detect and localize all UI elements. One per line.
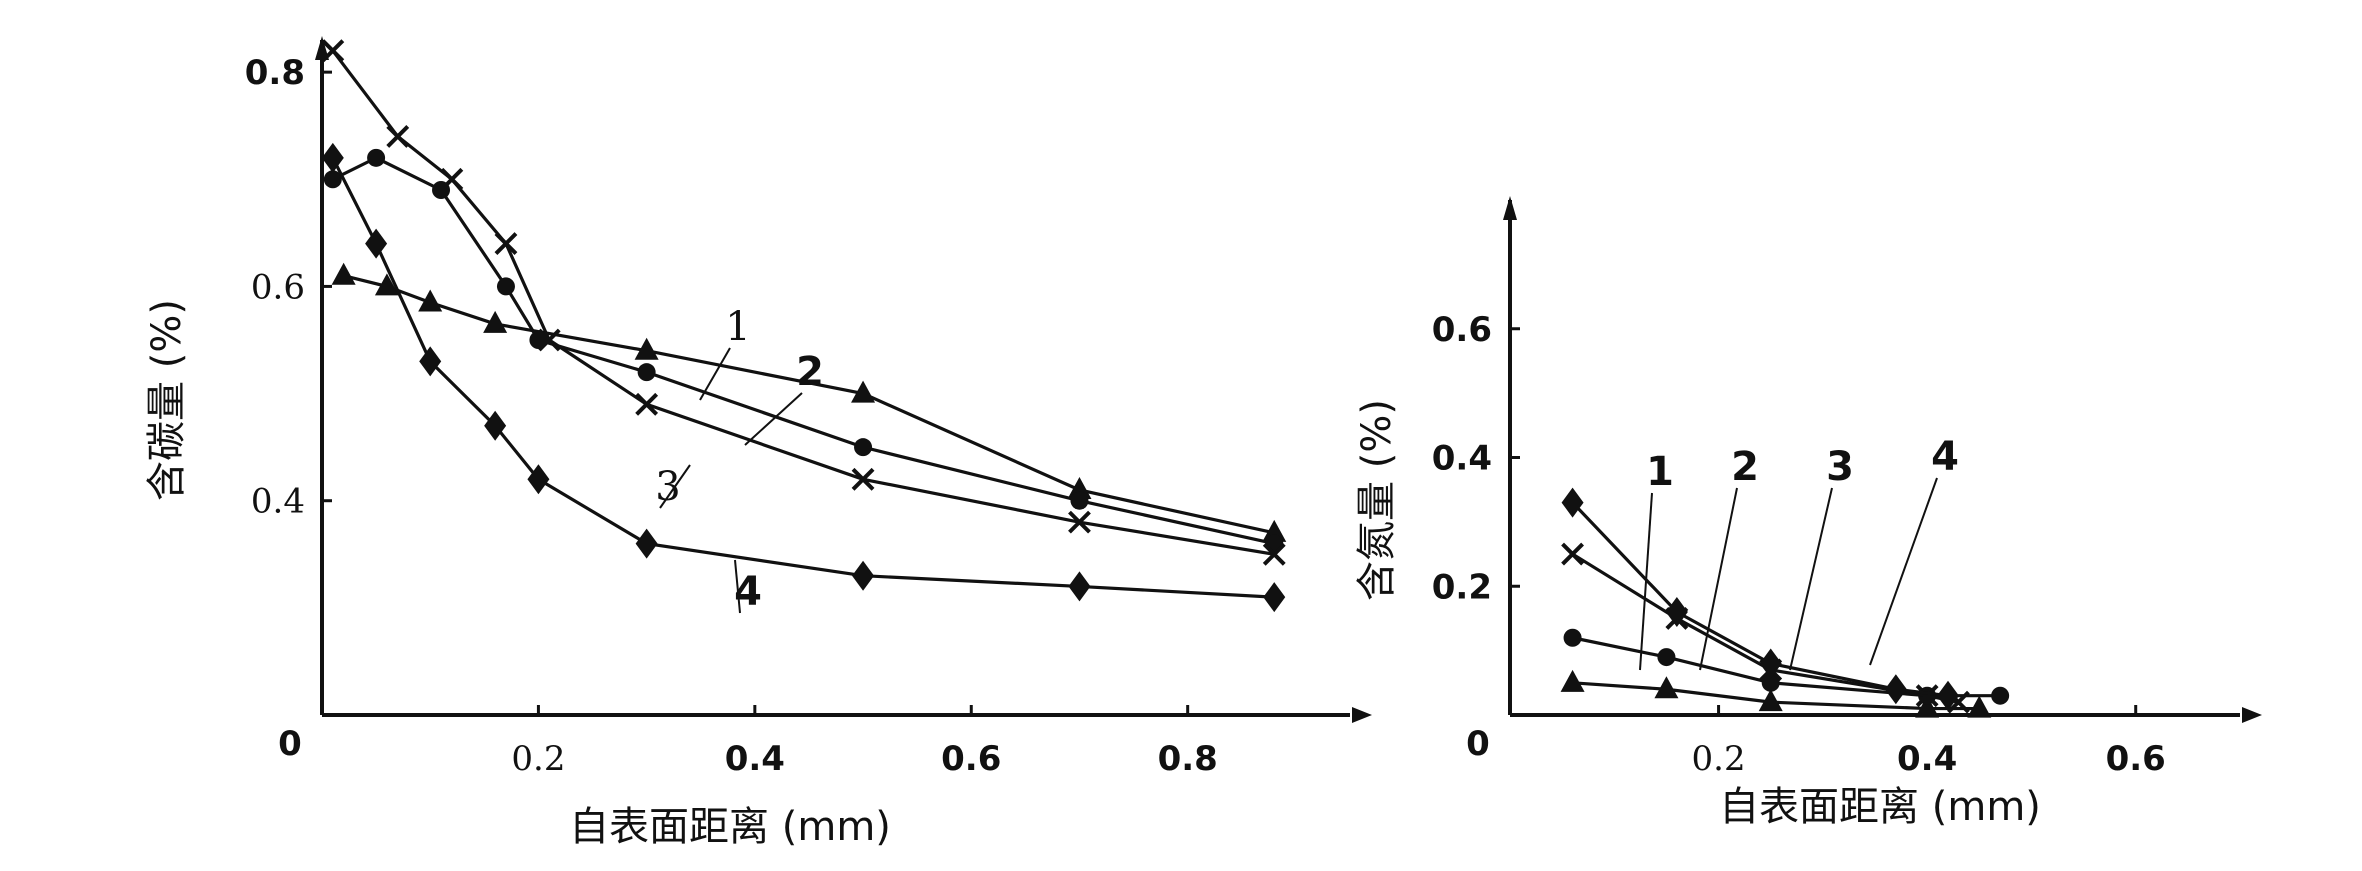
- nitrogen-series-4-point: [1561, 487, 1584, 518]
- carbon-series-1-label: 1: [725, 304, 750, 350]
- carbon-x-axis-title: 自表面距离 (mm): [569, 804, 891, 850]
- nitrogen-y-tick-label: 0.6: [1432, 310, 1492, 350]
- carbon-series-3-label: 3: [655, 464, 680, 510]
- nitrogen-series-4-line: [1571, 501, 1949, 698]
- nitrogen-series-4-point: [1937, 680, 1959, 711]
- carbon-series-4-label: 4: [734, 569, 762, 615]
- nitrogen-series-2-point: [1761, 673, 1780, 692]
- nitrogen-series-4-label: 4: [1931, 434, 1959, 480]
- carbon-series-3-leader: [659, 464, 691, 509]
- carbon-series-3-point: [635, 392, 659, 416]
- carbon-series-1-point: [1067, 477, 1092, 499]
- carbon-series-1-point: [374, 273, 399, 296]
- carbon-series-1-line: [343, 274, 1275, 535]
- carbon-series-1-point: [418, 289, 443, 312]
- carbon-series-2-point: [367, 148, 386, 167]
- carbon-series-3-point: [851, 467, 875, 491]
- carbon-series-2-point: [854, 438, 873, 457]
- carbon-series-4-point: [484, 410, 507, 441]
- nitrogen-series-3-label: 3: [1826, 444, 1854, 490]
- carbon-series-4-point: [852, 560, 875, 591]
- carbon-series-4-point: [1068, 571, 1091, 602]
- carbon-x-tick-label: 0.8: [1158, 739, 1218, 779]
- nitrogen-y-axis-title: 含氮量 (%): [1354, 399, 1400, 601]
- nitrogen-y-tick-label: 0.4: [1432, 439, 1492, 479]
- nitrogen-series-2-point: [1657, 648, 1676, 667]
- nitrogen-origin-label: 0: [1466, 724, 1490, 764]
- carbon-series-4-point: [635, 528, 658, 559]
- carbon-series-3-point: [1262, 542, 1286, 566]
- carbon-y-tick-label: 0.4: [251, 482, 305, 522]
- nitrogen-series-4-point: [1665, 597, 1688, 627]
- nitrogen-series-3-leader: [1789, 487, 1833, 671]
- nitrogen-series-2-point: [1563, 628, 1582, 647]
- carbon-series-1-point: [1262, 519, 1287, 542]
- nitrogen-series-1-point: [1915, 695, 1940, 718]
- carbon-series-4-leader: [734, 559, 741, 614]
- carbon-series-3-line: [331, 49, 1275, 556]
- nitrogen-series-2-leader: [1699, 487, 1738, 671]
- nitrogen-series-4-point: [1759, 648, 1782, 679]
- nitrogen-series-2-label: 2: [1731, 444, 1759, 490]
- nitrogen-x-tick-label: 0.2: [1692, 739, 1746, 779]
- carbon-series-4-point: [321, 142, 344, 173]
- carbon-series-4-point: [1263, 582, 1286, 613]
- carbon-y-axis-title: 含碳量 (%): [144, 299, 190, 501]
- carbon-series-3-point: [321, 39, 345, 63]
- carbon-y-tick-label: 0.8: [245, 53, 305, 93]
- carbon-content-chart: 自表面距离 (mm) 含碳量 (%) 0 0.2 0.4 0.6 0.8 0.4 0.6 0…: [144, 36, 1372, 850]
- carbon-series-3-point: [386, 125, 410, 148]
- carbon-series-4-point: [419, 346, 442, 377]
- carbon-series-2-point: [1070, 491, 1089, 510]
- carbon-series-1-point: [634, 337, 659, 360]
- nitrogen-series-4-point: [1884, 674, 1907, 705]
- carbon-series-1-point: [483, 310, 508, 333]
- carbon-series-4-point: [527, 464, 550, 495]
- carbon-x-tick-label: 0.6: [941, 739, 1001, 779]
- carbon-series-3-point: [1068, 510, 1091, 534]
- nitrogen-series-3-point: [1915, 684, 1939, 708]
- carbon-x-axis-arrow: [1352, 707, 1372, 723]
- nitrogen-x-tick-label: 0.6: [2106, 739, 2166, 779]
- nitrogen-series-1-point: [1560, 669, 1585, 692]
- carbon-series-1-point: [331, 262, 356, 285]
- carbon-series-2-point: [323, 170, 342, 189]
- nitrogen-series-4-leader: [1869, 477, 1938, 666]
- carbon-x-tick-label: 0.2: [511, 739, 565, 779]
- nitrogen-series-1-point: [1654, 676, 1679, 699]
- nitrogen-x-axis-arrow: [2242, 707, 2262, 723]
- nitrogen-series-1-point: [1758, 689, 1783, 712]
- carbon-y-axis-arrow: [315, 36, 329, 60]
- carbon-series-3-point: [537, 328, 561, 352]
- nitrogen-series-2-point: [1991, 686, 2010, 705]
- carbon-series-2-point: [496, 277, 515, 296]
- carbon-series-2-leader: [744, 392, 803, 446]
- nitrogen-x-axis-title: 自表面距离 (mm): [1719, 784, 2041, 830]
- carbon-y-tick-label: 0.6: [251, 267, 305, 307]
- nitrogen-series-1-point: [1967, 695, 1992, 718]
- nitrogen-series-3-point: [1561, 542, 1584, 566]
- carbon-series-1-point: [851, 380, 876, 403]
- carbon-origin-label: 0: [278, 724, 302, 764]
- nitrogen-x-tick-label: 0.4: [1897, 739, 1957, 779]
- carbon-series-3-point: [494, 232, 518, 255]
- nitrogen-y-axis-arrow: [1503, 196, 1517, 220]
- carbon-series-2-point: [637, 363, 656, 382]
- carbon-series-2-label: 2: [796, 349, 824, 395]
- carbon-series-3-point: [440, 167, 464, 191]
- carbon-x-tick-label: 0.4: [725, 739, 785, 779]
- nitrogen-content-chart: 自表面距离 (mm) 含氮量 (%) 0 0.2 0.4 0.6 0.2 0.4 0.6 1…: [1354, 196, 2262, 830]
- nitrogen-series-1-label: 1: [1646, 449, 1674, 495]
- nitrogen-y-tick-label: 0.2: [1432, 567, 1492, 607]
- carbon-series-4-point: [365, 228, 388, 259]
